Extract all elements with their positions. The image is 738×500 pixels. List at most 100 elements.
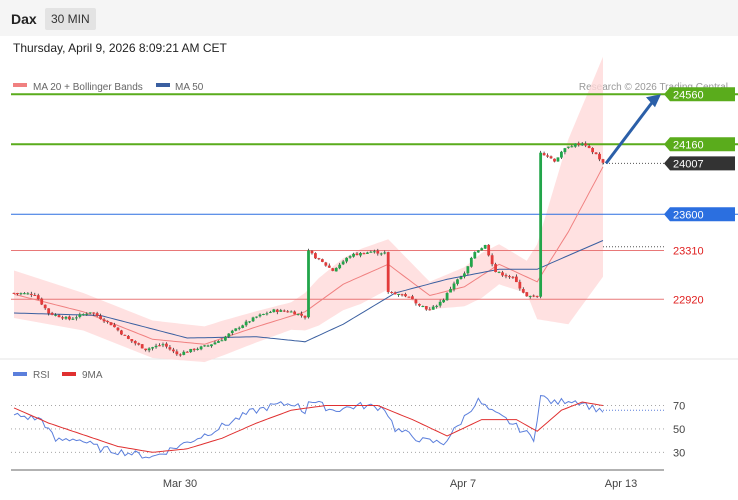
- candle-body: [487, 244, 491, 256]
- level-tag-23600: [664, 207, 735, 222]
- credit-text: Research © 2026 Trading Central: [579, 82, 728, 93]
- candle-body: [421, 306, 425, 308]
- candle-body: [463, 273, 466, 277]
- candle-body: [57, 315, 61, 318]
- candle-body: [338, 264, 342, 269]
- candle-body: [286, 311, 290, 313]
- candle-body: [580, 143, 584, 146]
- candle-body: [400, 294, 404, 296]
- candle-body: [556, 157, 560, 162]
- rsi-tick-50: 50: [673, 424, 685, 436]
- ma50-legend-label: MA 50: [175, 82, 204, 93]
- candle-body: [490, 255, 494, 265]
- candle-body: [43, 304, 47, 309]
- candle-body: [431, 306, 435, 310]
- candle-body: [497, 271, 501, 273]
- timeframe-button[interactable]: 30 MIN: [45, 8, 96, 30]
- ma20-legend-swatch: [13, 83, 27, 87]
- candle-body: [314, 253, 317, 259]
- candle-body: [563, 148, 567, 153]
- candle-body: [26, 293, 30, 295]
- candle-body: [244, 321, 248, 326]
- candle-body: [133, 341, 137, 344]
- candle-body: [525, 292, 529, 297]
- candle-body: [594, 152, 598, 155]
- candle-body: [144, 348, 148, 351]
- candle-body: [449, 288, 452, 293]
- candle-body: [196, 348, 200, 350]
- candle-body: [348, 256, 352, 258]
- candle-body: [473, 252, 477, 259]
- symbol-title: Dax: [11, 11, 37, 27]
- candle-body: [262, 313, 265, 315]
- candle-body: [268, 311, 272, 313]
- candle-body: [220, 340, 224, 342]
- candle-body: [601, 159, 605, 163]
- candle-body: [307, 250, 310, 318]
- candle-body: [192, 348, 196, 351]
- candle-body: [171, 349, 175, 352]
- candle-body: [71, 318, 75, 320]
- candle-body: [494, 264, 497, 273]
- candle-body: [88, 312, 92, 314]
- candle-body: [598, 153, 601, 160]
- candle-body: [189, 348, 193, 353]
- candle-body: [366, 252, 369, 254]
- candle-body: [414, 299, 418, 304]
- candle-body: [282, 310, 286, 312]
- candle-body: [560, 151, 563, 158]
- ma20-legend-label: MA 20 + Bollinger Bands: [33, 82, 143, 93]
- candle-body: [116, 327, 120, 331]
- candle-body: [81, 314, 85, 316]
- candle-body: [566, 146, 570, 148]
- candle-body: [102, 319, 106, 322]
- candle-body: [466, 266, 470, 274]
- level-label-24007: 24007: [673, 158, 704, 170]
- candle-body: [168, 347, 172, 350]
- candle-body: [16, 293, 19, 295]
- candle-body: [393, 292, 397, 295]
- candle-body: [528, 295, 532, 297]
- candle-body: [546, 155, 549, 157]
- candle-body: [289, 311, 293, 313]
- candle-body: [182, 351, 186, 355]
- candle-body: [74, 317, 78, 319]
- candle-body: [549, 156, 553, 159]
- candle-body: [36, 295, 40, 300]
- candle-body: [19, 293, 23, 295]
- candle-body: [227, 333, 231, 337]
- candle-body: [140, 344, 144, 349]
- candle-body: [92, 312, 96, 314]
- candle-body: [411, 296, 414, 300]
- candle-body: [359, 252, 362, 256]
- rsi-ma-legend-swatch: [62, 372, 76, 376]
- candle-body: [78, 314, 82, 317]
- candle-body: [504, 275, 508, 277]
- x-tick-label: Apr 13: [605, 478, 637, 490]
- candle-body: [469, 257, 473, 267]
- candle-body: [61, 317, 64, 319]
- candle-body: [213, 342, 217, 345]
- candle-body: [573, 143, 577, 147]
- candle-body: [542, 153, 546, 156]
- level-label-22920: 22920: [673, 294, 704, 306]
- candle-body: [165, 343, 168, 347]
- candle-body: [109, 322, 113, 326]
- candle-body: [158, 345, 161, 347]
- candle-body: [327, 265, 331, 268]
- candle-body: [206, 345, 210, 347]
- forecast-arrow-line: [604, 100, 655, 165]
- candle-body: [68, 316, 71, 320]
- candle-body: [508, 276, 511, 278]
- forecast-arrowhead: [646, 94, 661, 108]
- candle-body: [424, 306, 428, 310]
- candle-body: [185, 351, 189, 353]
- candle-body: [480, 248, 484, 251]
- candle-body: [372, 251, 376, 253]
- candle-body: [300, 313, 303, 316]
- candle-body: [237, 327, 241, 329]
- candle-body: [535, 295, 539, 297]
- candle-body: [64, 316, 68, 319]
- candle-body: [22, 293, 26, 295]
